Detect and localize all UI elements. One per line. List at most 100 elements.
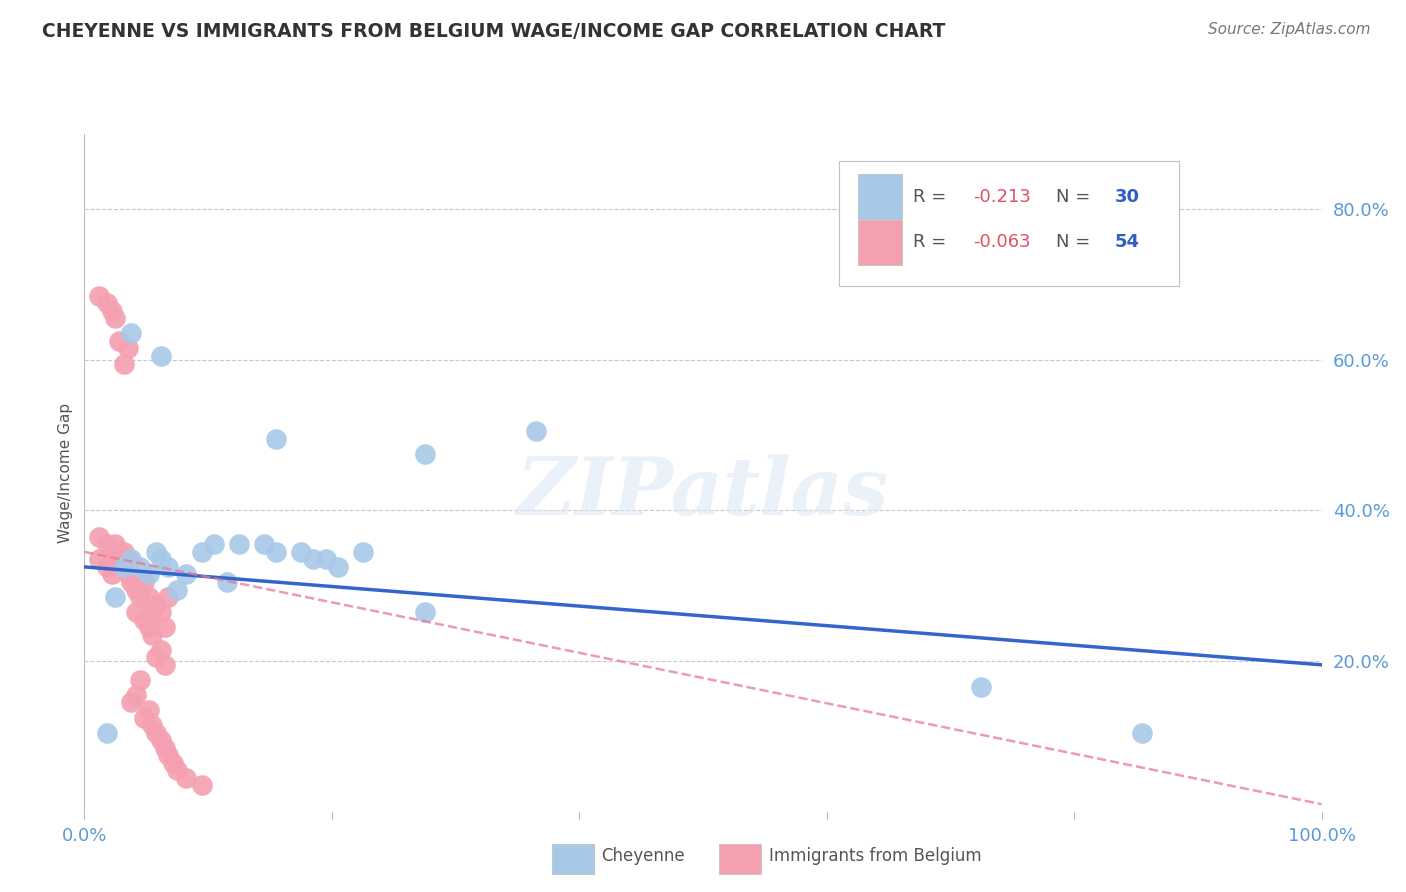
Point xyxy=(150,733,173,747)
FancyBboxPatch shape xyxy=(858,220,903,265)
Point xyxy=(120,574,142,589)
Point xyxy=(191,778,214,792)
Text: R =: R = xyxy=(914,188,952,206)
Point xyxy=(166,582,188,597)
Text: CHEYENNE VS IMMIGRANTS FROM BELGIUM WAGE/INCOME GAP CORRELATION CHART: CHEYENNE VS IMMIGRANTS FROM BELGIUM WAGE… xyxy=(42,22,946,41)
Point xyxy=(117,567,139,582)
Point xyxy=(145,598,167,612)
Point xyxy=(141,605,163,619)
Point xyxy=(104,590,127,604)
Point xyxy=(138,567,160,582)
Point xyxy=(117,552,139,566)
Text: Cheyenne: Cheyenne xyxy=(602,847,685,864)
Point xyxy=(150,552,173,566)
Point xyxy=(89,289,111,303)
Point xyxy=(150,349,173,363)
Point xyxy=(132,710,155,724)
Point xyxy=(129,582,152,597)
Point xyxy=(89,530,111,544)
Point xyxy=(100,545,122,559)
Point xyxy=(112,357,135,371)
Point xyxy=(228,537,250,551)
Point xyxy=(112,560,135,574)
Point xyxy=(129,560,152,574)
Point xyxy=(96,560,118,574)
Point xyxy=(326,560,349,574)
Point xyxy=(150,642,173,657)
Point xyxy=(162,756,184,770)
Point xyxy=(145,725,167,739)
Text: R =: R = xyxy=(914,234,952,252)
Point xyxy=(138,620,160,634)
Point xyxy=(202,537,225,551)
Point xyxy=(108,552,131,566)
Text: -0.213: -0.213 xyxy=(973,188,1031,206)
Point xyxy=(157,748,180,763)
Point xyxy=(120,326,142,341)
Point xyxy=(253,537,276,551)
Point xyxy=(96,296,118,310)
Text: Source: ZipAtlas.com: Source: ZipAtlas.com xyxy=(1208,22,1371,37)
Point xyxy=(120,567,142,582)
Point xyxy=(129,590,152,604)
Point xyxy=(96,537,118,551)
Point xyxy=(302,552,325,566)
Point xyxy=(413,605,436,619)
Point xyxy=(108,334,131,348)
Text: N =: N = xyxy=(1056,188,1095,206)
Point xyxy=(120,696,142,710)
Point xyxy=(141,718,163,732)
Point xyxy=(150,605,173,619)
Point xyxy=(129,673,152,687)
FancyBboxPatch shape xyxy=(839,161,1180,286)
Point xyxy=(112,545,135,559)
Point xyxy=(264,545,287,559)
Text: Immigrants from Belgium: Immigrants from Belgium xyxy=(769,847,981,864)
Point xyxy=(153,740,176,755)
Point xyxy=(104,537,127,551)
Point xyxy=(157,560,180,574)
Point xyxy=(112,552,135,566)
Point xyxy=(125,605,148,619)
Text: 54: 54 xyxy=(1115,234,1140,252)
FancyBboxPatch shape xyxy=(553,844,595,874)
Point xyxy=(125,582,148,597)
Y-axis label: Wage/Income Gap: Wage/Income Gap xyxy=(58,402,73,543)
Point xyxy=(104,311,127,326)
Point xyxy=(120,552,142,566)
Point xyxy=(132,574,155,589)
Point xyxy=(100,567,122,582)
FancyBboxPatch shape xyxy=(718,844,761,874)
Text: -0.063: -0.063 xyxy=(973,234,1031,252)
Point xyxy=(108,545,131,559)
Point xyxy=(89,552,111,566)
Point xyxy=(315,552,337,566)
Point xyxy=(264,432,287,446)
Point xyxy=(157,590,180,604)
Point xyxy=(970,681,993,695)
Point xyxy=(290,545,312,559)
Text: N =: N = xyxy=(1056,234,1095,252)
Text: 30: 30 xyxy=(1115,188,1140,206)
Point xyxy=(145,545,167,559)
Point xyxy=(117,342,139,356)
Point xyxy=(166,764,188,778)
Point xyxy=(153,657,176,672)
Point xyxy=(352,545,374,559)
Point xyxy=(141,628,163,642)
Point xyxy=(100,303,122,318)
Point xyxy=(153,620,176,634)
Point xyxy=(132,613,155,627)
Point xyxy=(215,574,238,589)
Point xyxy=(174,567,197,582)
Point xyxy=(1130,725,1153,739)
Point xyxy=(413,447,436,461)
Point xyxy=(174,771,197,785)
Point xyxy=(191,545,214,559)
Point xyxy=(138,590,160,604)
Point xyxy=(125,688,148,702)
FancyBboxPatch shape xyxy=(858,175,903,219)
Point xyxy=(145,650,167,665)
Point xyxy=(104,545,127,559)
Point xyxy=(96,725,118,739)
